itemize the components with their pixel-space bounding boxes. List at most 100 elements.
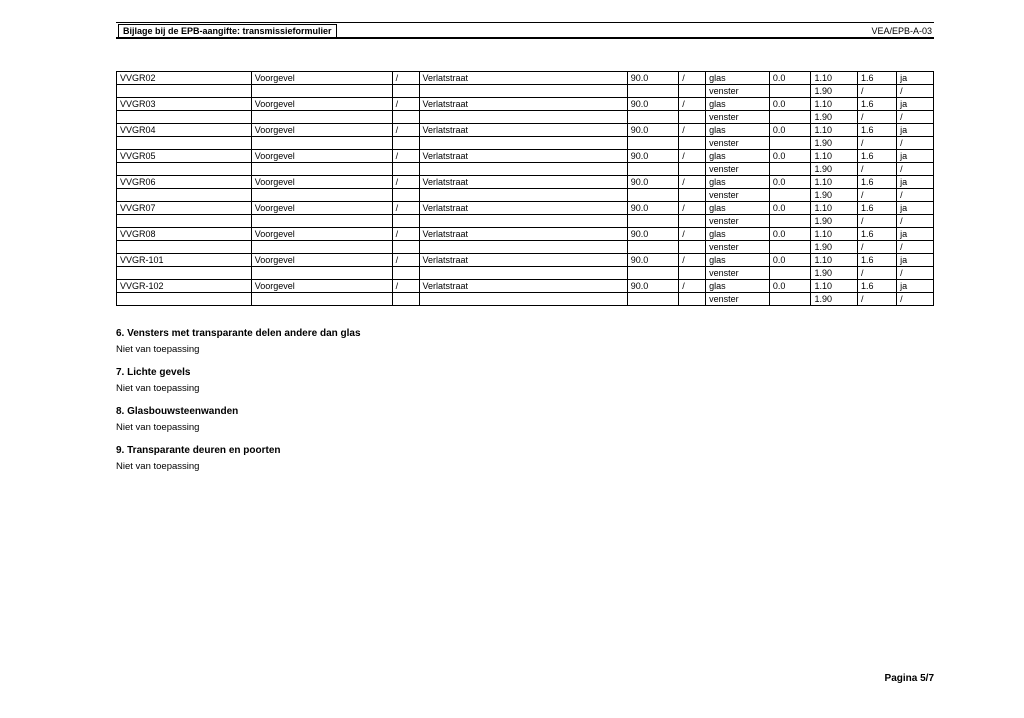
cell-ja: ja — [897, 254, 934, 267]
cell-ja: / — [897, 293, 934, 306]
cell-v1 — [769, 293, 811, 306]
cell-verlat — [419, 137, 627, 150]
cell-ja: ja — [897, 228, 934, 241]
cell-code: VVGR03 — [117, 98, 252, 111]
cell-verlat — [419, 241, 627, 254]
cell-type: glas — [706, 72, 770, 85]
cell-v2: 1.10 — [811, 254, 858, 267]
cell-code — [117, 241, 252, 254]
cell-code — [117, 111, 252, 124]
cell-v2: 1.10 — [811, 280, 858, 293]
section-title: 8. Glasbouwsteenwanden — [116, 406, 934, 417]
cell-s2 — [679, 163, 706, 176]
cell-v2: 1.90 — [811, 293, 858, 306]
table-row: venster1.90// — [117, 293, 934, 306]
cell-voor: Voorgevel — [251, 72, 392, 85]
cell-v3: 1.6 — [857, 254, 896, 267]
cell-v3: / — [857, 267, 896, 280]
cell-voor: Voorgevel — [251, 228, 392, 241]
cell-type: glas — [706, 280, 770, 293]
cell-v3: 1.6 — [857, 176, 896, 189]
cell-ja: ja — [897, 202, 934, 215]
cell-type: venster — [706, 241, 770, 254]
cell-verlat — [419, 85, 627, 98]
cell-num: 90.0 — [627, 176, 678, 189]
cell-ja: / — [897, 111, 934, 124]
cell-code: VVGR06 — [117, 176, 252, 189]
cell-v1: 0.0 — [769, 98, 811, 111]
cell-voor: Voorgevel — [251, 98, 392, 111]
cell-v1 — [769, 163, 811, 176]
table-row: venster1.90// — [117, 241, 934, 254]
table-row: VVGR-102Voorgevel/Verlatstraat90.0/glas0… — [117, 280, 934, 293]
cell-voor: Voorgevel — [251, 176, 392, 189]
cell-num: 90.0 — [627, 202, 678, 215]
cell-v3: 1.6 — [857, 98, 896, 111]
cell-v3: / — [857, 163, 896, 176]
cell-s2 — [679, 111, 706, 124]
cell-s2: / — [679, 280, 706, 293]
table-row: VVGR06Voorgevel/Verlatstraat90.0/glas0.0… — [117, 176, 934, 189]
cell-verlat: Verlatstraat — [419, 72, 627, 85]
cell-type: venster — [706, 189, 770, 202]
cell-v1: 0.0 — [769, 280, 811, 293]
cell-s2: / — [679, 254, 706, 267]
table-row: venster1.90// — [117, 189, 934, 202]
table-row: venster1.90// — [117, 215, 934, 228]
cell-voor — [251, 163, 392, 176]
cell-s2: / — [679, 98, 706, 111]
cell-code — [117, 293, 252, 306]
cell-ja: / — [897, 85, 934, 98]
cell-v2: 1.10 — [811, 228, 858, 241]
cell-s2 — [679, 137, 706, 150]
cell-num: 90.0 — [627, 98, 678, 111]
cell-s1: / — [392, 254, 419, 267]
table-row: venster1.90// — [117, 111, 934, 124]
cell-type: glas — [706, 254, 770, 267]
cell-voor — [251, 293, 392, 306]
cell-v3: 1.6 — [857, 280, 896, 293]
table-row: VVGR04Voorgevel/Verlatstraat90.0/glas0.0… — [117, 124, 934, 137]
cell-v2: 1.90 — [811, 163, 858, 176]
cell-type: venster — [706, 85, 770, 98]
cell-s1: / — [392, 202, 419, 215]
cell-type: venster — [706, 293, 770, 306]
cell-s1: / — [392, 176, 419, 189]
cell-v1: 0.0 — [769, 202, 811, 215]
cell-voor: Voorgevel — [251, 280, 392, 293]
cell-num — [627, 215, 678, 228]
cell-verlat — [419, 267, 627, 280]
document-page: Bijlage bij de EPB-aangifte: transmissie… — [0, 0, 1024, 718]
cell-num — [627, 137, 678, 150]
cell-verlat: Verlatstraat — [419, 124, 627, 137]
cell-v1 — [769, 267, 811, 280]
table-row: VVGR02Voorgevel/Verlatstraat90.0/glas0.0… — [117, 72, 934, 85]
cell-verlat: Verlatstraat — [419, 150, 627, 163]
page-footer: Pagina 5/7 — [885, 673, 934, 684]
cell-ja: ja — [897, 280, 934, 293]
cell-s1: / — [392, 124, 419, 137]
cell-s1 — [392, 137, 419, 150]
cell-v1 — [769, 189, 811, 202]
cell-s2: / — [679, 72, 706, 85]
cell-num — [627, 293, 678, 306]
cell-v3: / — [857, 189, 896, 202]
cell-code — [117, 137, 252, 150]
cell-v2: 1.10 — [811, 176, 858, 189]
cell-verlat: Verlatstraat — [419, 228, 627, 241]
cell-v3: / — [857, 215, 896, 228]
cell-code: VVGR-101 — [117, 254, 252, 267]
cell-num — [627, 189, 678, 202]
cell-code: VVGR02 — [117, 72, 252, 85]
cell-voor — [251, 241, 392, 254]
cell-s2 — [679, 215, 706, 228]
cell-num — [627, 267, 678, 280]
cell-verlat — [419, 163, 627, 176]
cell-voor — [251, 137, 392, 150]
cell-s1 — [392, 111, 419, 124]
page-header: Bijlage bij de EPB-aangifte: transmissie… — [116, 22, 934, 39]
cell-ja: / — [897, 189, 934, 202]
cell-v2: 1.90 — [811, 85, 858, 98]
cell-ja: ja — [897, 124, 934, 137]
cell-ja: ja — [897, 72, 934, 85]
